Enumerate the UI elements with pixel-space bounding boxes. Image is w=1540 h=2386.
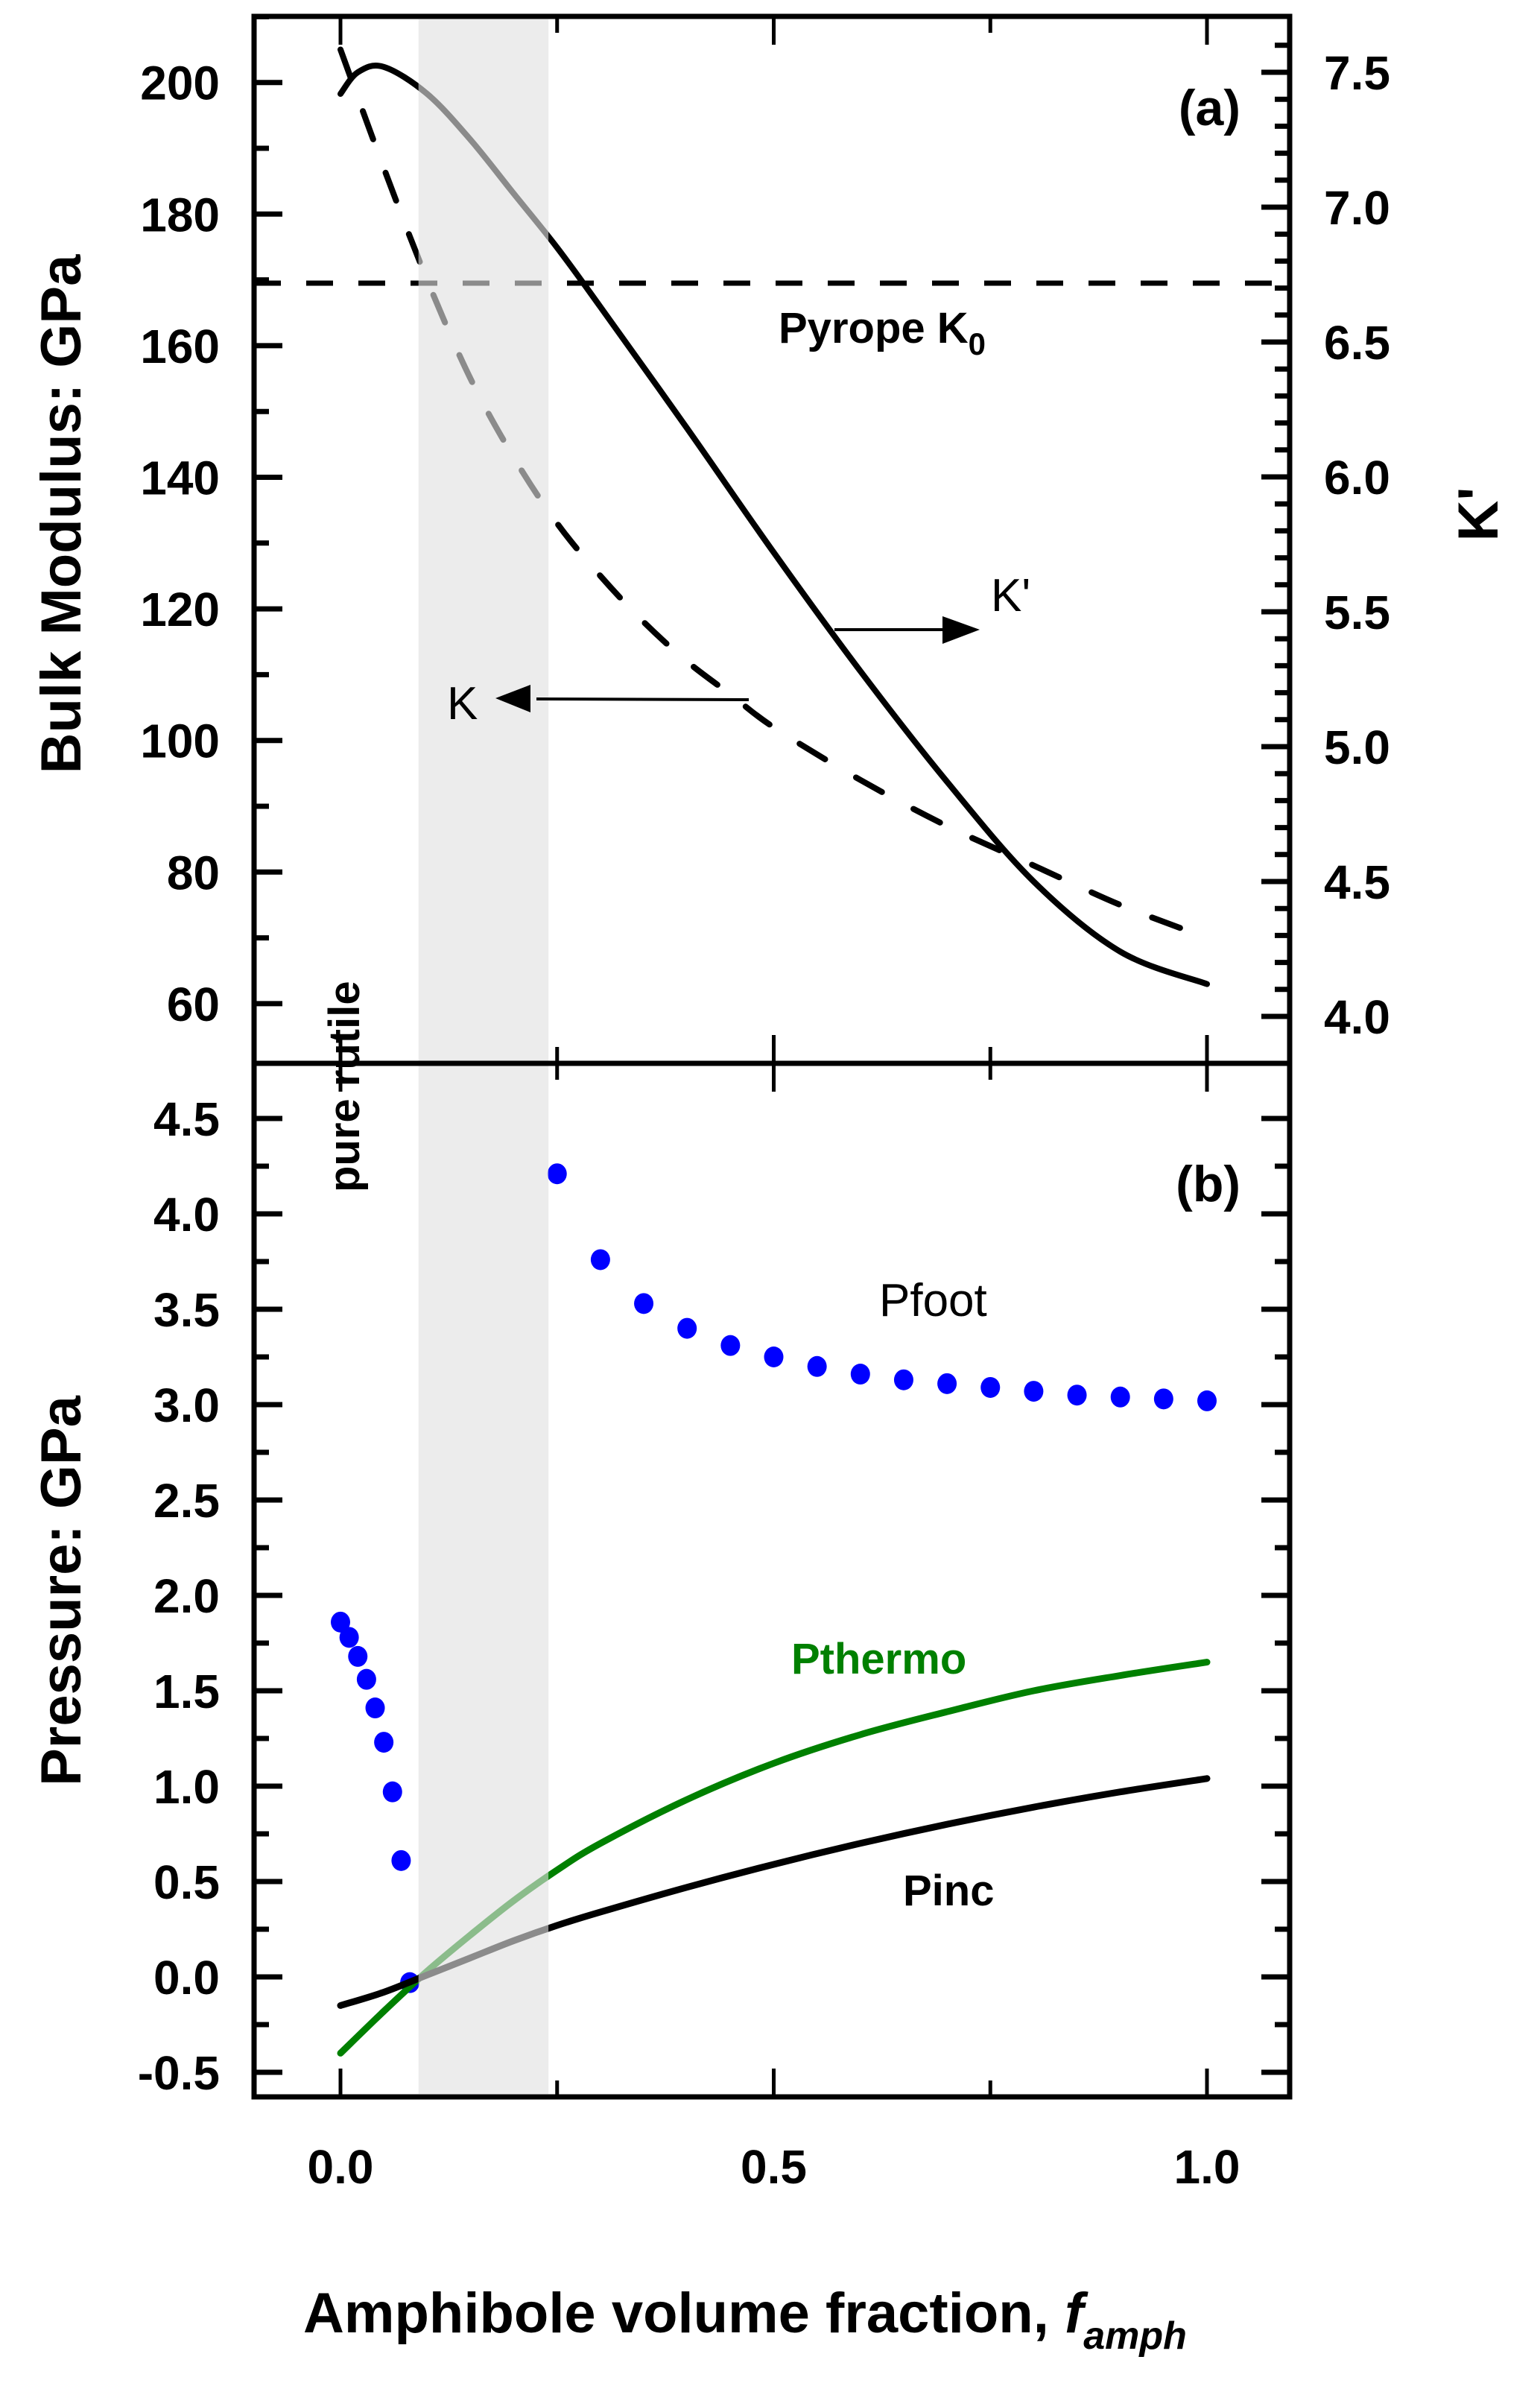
pfoot-point	[980, 1376, 1001, 1398]
pfoot-point	[1110, 1386, 1130, 1408]
k-curve	[338, 46, 1210, 941]
pfoot-point	[1067, 1385, 1087, 1406]
pfoot-point	[382, 1781, 402, 1803]
x-tick-label: 1.0	[1174, 2140, 1240, 2194]
y-pressure-tick-label: 2.0	[153, 1569, 220, 1623]
x-axis-title: Amphibole volume fraction, famph	[303, 2282, 1187, 2358]
pfoot-point	[807, 1355, 827, 1377]
pfoot-point	[391, 1849, 411, 1871]
pfoot-point	[547, 1163, 567, 1185]
tick-layer	[254, 13, 1290, 2097]
y-left-tick-label: 160	[140, 320, 220, 373]
kprime-arrow	[834, 616, 980, 644]
y-left-tick-label: 80	[167, 846, 220, 899]
label-layer: 60 80 100 120 140 160 180 200 4.0 4.5 5.0 5.5 6.0 6.5…	[138, 46, 1390, 2194]
pfoot-point	[764, 1347, 784, 1367]
panel-label-a: (a)	[1179, 80, 1240, 136]
pyrope-k0-label: Pyrope K0	[779, 304, 986, 361]
pyrope-label-subscript: 0	[969, 326, 986, 361]
pfoot-point	[634, 1293, 654, 1314]
y-right-tick-label: 4.5	[1324, 855, 1390, 909]
pfoot-point	[365, 1697, 385, 1719]
pfoot-point	[850, 1364, 870, 1385]
y-left-tick-label: 60	[167, 978, 220, 1031]
y-right-tick-label: 7.0	[1324, 181, 1390, 235]
y-pressure-tick-label: 4.5	[153, 1092, 220, 1146]
panel-a-frame	[251, 13, 1293, 1066]
pthermo-label: Pthermo	[791, 1635, 966, 1683]
k-arrow	[495, 685, 750, 712]
kprime-series-label: K'	[991, 570, 1030, 621]
pfoot-point	[1153, 1388, 1173, 1410]
y-right-tick-label: 5.0	[1324, 721, 1390, 774]
y-pressure-tick-label: 1.0	[153, 1760, 220, 1814]
y-right-tick-label: 6.5	[1324, 316, 1390, 370]
y-left-tick-label: 100	[140, 715, 220, 768]
pfoot-point	[677, 1317, 697, 1339]
y-left-tick-label: 200	[140, 57, 220, 110]
pfoot-point	[1197, 1390, 1217, 1411]
y-pressure-tick-label: -0.5	[138, 2046, 220, 2100]
y-left-tick-label: 140	[140, 452, 220, 505]
x-tick-label: 0.5	[741, 2140, 807, 2194]
pfoot-point	[893, 1369, 913, 1390]
y-pressure-tick-label: 2.5	[153, 1474, 220, 1528]
k-series-label: K	[447, 678, 478, 730]
pfoot-point	[356, 1668, 376, 1690]
y-left-tick-label: 180	[140, 188, 220, 241]
pfoot-point	[348, 1645, 368, 1667]
y-axis-title-bulk-modulus: Bulk Modulus: GPa	[30, 254, 93, 773]
y-pressure-tick-label: 0.0	[153, 1951, 220, 2004]
x-axis-title-main: Amphibole volume fraction,	[303, 2282, 1065, 2345]
pfoot-point	[1024, 1381, 1044, 1402]
pfoot-point	[590, 1249, 610, 1270]
y-pressure-tick-label: 4.0	[153, 1188, 220, 1241]
pfoot-point	[339, 1627, 359, 1648]
y-right-tick-label: 5.5	[1324, 586, 1390, 639]
y-pressure-tick-label: 0.5	[153, 1855, 220, 1909]
y-pressure-tick-label: 1.5	[153, 1665, 220, 1718]
y-axis-title-pressure: Pressure: GPa	[30, 1395, 93, 1786]
series-layer	[254, 19, 1290, 2094]
pfoot-point	[331, 1611, 350, 1633]
y-axis-title-kprime: K'	[1447, 487, 1510, 542]
x-tick-label: 0.0	[308, 2140, 374, 2194]
panel-label-b: (b)	[1176, 1156, 1240, 1212]
pfoot-point	[937, 1373, 957, 1394]
pinc-label: Pinc	[903, 1867, 995, 1915]
y-right-tick-label: 7.5	[1324, 46, 1390, 100]
y-pressure-tick-label: 3.0	[153, 1379, 220, 1432]
y-right-tick-label: 4.0	[1324, 990, 1390, 1044]
y-pressure-tick-label: 3.5	[153, 1283, 220, 1337]
y-right-tick-label: 6.0	[1324, 451, 1390, 504]
pyrope-label-main: Pyrope K	[779, 304, 969, 352]
y-left-tick-label: 120	[140, 583, 220, 636]
pfoot-label: Pfoot	[879, 1275, 987, 1326]
pure-rutile-label: pure rutile	[320, 981, 369, 1192]
pfoot-point	[720, 1335, 741, 1356]
panel-b-frame	[251, 1060, 1293, 2100]
shaded-region-pure-rutile-band	[418, 19, 549, 2094]
pfoot-point	[374, 1732, 394, 1753]
x-axis-title-subscript: amph	[1083, 2314, 1187, 2358]
